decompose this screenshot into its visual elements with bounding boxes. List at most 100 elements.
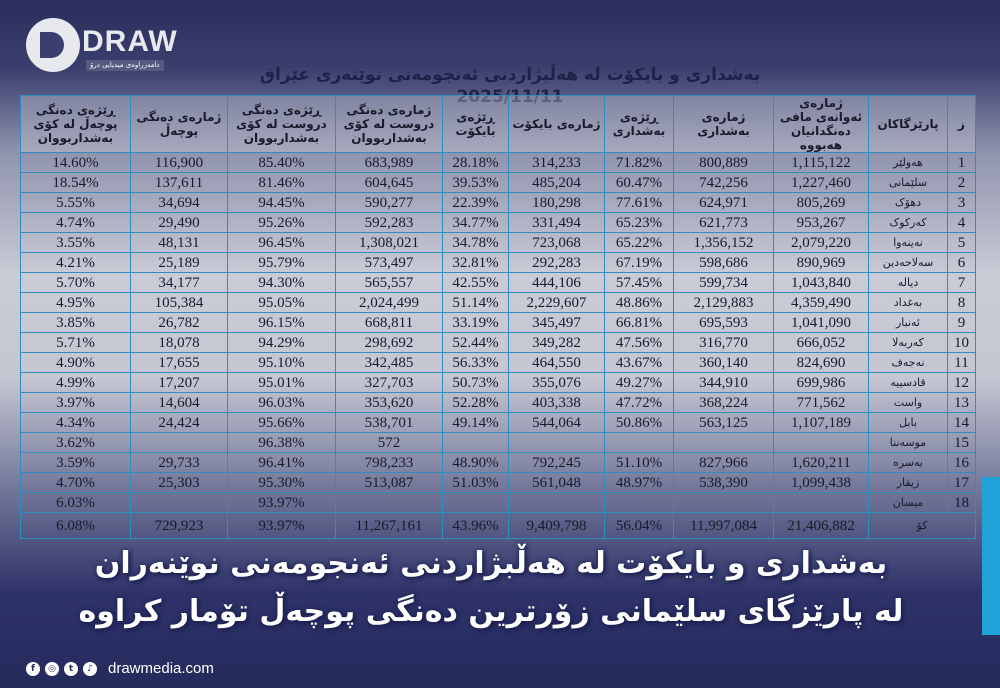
row-number: 4: [947, 212, 976, 233]
province-name: کەربەلا: [868, 332, 948, 353]
facebook-icon[interactable]: f: [26, 662, 40, 676]
table-cell: 538,701: [335, 412, 443, 433]
table-cell: 5.70%: [20, 272, 131, 293]
table-cell: 48,131: [130, 232, 228, 253]
table-cell: 18.54%: [20, 172, 131, 193]
row-number: 18: [947, 492, 976, 513]
table-cell: 34.77%: [442, 212, 509, 233]
table-cell: [335, 492, 443, 513]
table-cell: 4.74%: [20, 212, 131, 233]
table-cell: 96.41%: [227, 452, 336, 473]
row-number: 6: [947, 252, 976, 273]
column-header: ڕێژەی بەشداری: [604, 95, 674, 153]
table-cell: 800,889: [673, 152, 774, 173]
table-cell: 39.53%: [442, 172, 509, 193]
table-cell: 51.03%: [442, 472, 509, 493]
table-cell: 66.81%: [604, 312, 674, 333]
table-cell: 771,562: [773, 392, 869, 413]
table-cell: [773, 432, 869, 453]
table-cell: 67.19%: [604, 252, 674, 273]
table-cell: 666,052: [773, 332, 869, 353]
table-cell: 342,485: [335, 352, 443, 373]
total-cell: 43.96%: [442, 512, 509, 539]
table-cell: 604,645: [335, 172, 443, 193]
table-cell: [508, 432, 605, 453]
table-cell: 699,986: [773, 372, 869, 393]
table-cell: 4.95%: [20, 292, 131, 313]
row-number: 13: [947, 392, 976, 413]
table-cell: 47.72%: [604, 392, 674, 413]
table-cell: 65.22%: [604, 232, 674, 253]
table-cell: 695,593: [673, 312, 774, 333]
table-cell: 43.67%: [604, 352, 674, 373]
table-cell: 29,490: [130, 212, 228, 233]
table-cell: 368,224: [673, 392, 774, 413]
table-header-row: ز پارێزگاکان ژمارەی ئەوانەی مافی دەنگدانیا…: [20, 95, 976, 153]
table-row: 17 زیقار 1,099,438 538,390 48.97% 561,048 51.0…: [20, 472, 976, 493]
table-row: 18 میسان 93.97% 6.03%: [20, 492, 976, 513]
table-cell: 51.14%: [442, 292, 509, 313]
table-cell: 565,557: [335, 272, 443, 293]
table-cell: 3.62%: [20, 432, 131, 453]
instagram-icon[interactable]: ◎: [45, 662, 59, 676]
table-cell: 953,267: [773, 212, 869, 233]
table-cell: 32.81%: [442, 252, 509, 273]
table-cell: 42.55%: [442, 272, 509, 293]
table-cell: 95.01%: [227, 372, 336, 393]
table-cell: 590,277: [335, 192, 443, 213]
table-cell: 50.86%: [604, 412, 674, 433]
row-number: 15: [947, 432, 976, 453]
table-cell: 668,811: [335, 312, 443, 333]
province-name: سەلاحەدین: [868, 252, 948, 273]
table-cell: 1,356,152: [673, 232, 774, 253]
table-cell: 29,733: [130, 452, 228, 473]
province-name: میسان: [868, 492, 948, 513]
headline-line-2: لە پارێزگای سلێمانی زۆرترین دەنگی پوچەڵ …: [78, 594, 904, 629]
table-cell: [442, 492, 509, 513]
table-cell: 96.15%: [227, 312, 336, 333]
table-cell: 4.34%: [20, 412, 131, 433]
province-name: قادسییە: [868, 372, 948, 393]
website-link[interactable]: drawmedia.com: [108, 660, 214, 677]
table-cell: 105,384: [130, 292, 228, 313]
table-cell: 94.45%: [227, 192, 336, 213]
table-cell: [508, 492, 605, 513]
table-cell: 331,494: [508, 212, 605, 233]
table-cell: 2,079,220: [773, 232, 869, 253]
table-cell: 599,734: [673, 272, 774, 293]
footer: f ◎ t ♪ drawmedia.com: [26, 660, 214, 678]
table-cell: 824,690: [773, 352, 869, 373]
province-name: سلێمانی: [868, 172, 948, 193]
table-cell: 723,068: [508, 232, 605, 253]
column-header: پارێزگاکان: [868, 95, 948, 153]
table-cell: 1,227,460: [773, 172, 869, 193]
column-header: ژمارەی بەشداری: [673, 95, 774, 153]
table-cell: 49.14%: [442, 412, 509, 433]
table-cell: [604, 432, 674, 453]
table-cell: 683,989: [335, 152, 443, 173]
table-cell: 1,099,438: [773, 472, 869, 493]
table-cell: 22.39%: [442, 192, 509, 213]
table-cell: 65.23%: [604, 212, 674, 233]
column-header: ژمارەی بایکۆت: [508, 95, 605, 153]
table-cell: 94.29%: [227, 332, 336, 353]
province-name: دهۆک: [868, 192, 948, 213]
table-cell: 538,390: [673, 472, 774, 493]
twitter-icon[interactable]: t: [64, 662, 78, 676]
table-row: 15 موسەننا 572 96.38% 3.62%: [20, 432, 976, 453]
table-cell: 71.82%: [604, 152, 674, 173]
total-cell: 6.08%: [20, 512, 131, 539]
table-cell: 349,282: [508, 332, 605, 353]
table-cell: 81.46%: [227, 172, 336, 193]
table-row: 7 دیالە 1,043,840 599,734 57.45% 444,106 42.55…: [20, 272, 976, 293]
table-cell: 464,550: [508, 352, 605, 373]
table-cell: 57.45%: [604, 272, 674, 293]
table-cell: 344,910: [673, 372, 774, 393]
table-row: 4 کەرکوک 953,267 621,773 65.23% 331,494 34.77%…: [20, 212, 976, 233]
table-cell: 890,969: [773, 252, 869, 273]
table-cell: 1,043,840: [773, 272, 869, 293]
table-cell: 624,971: [673, 192, 774, 213]
table-cell: 48.97%: [604, 472, 674, 493]
tiktok-icon[interactable]: ♪: [83, 662, 97, 676]
province-name: دیالە: [868, 272, 948, 293]
